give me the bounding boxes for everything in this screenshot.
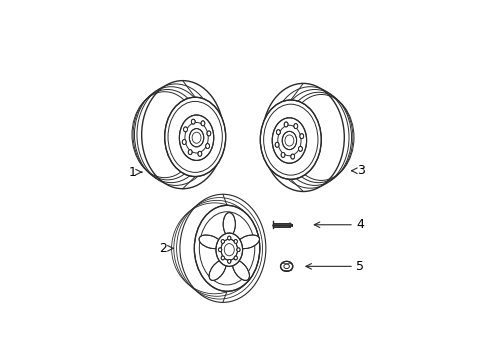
Ellipse shape xyxy=(284,122,287,127)
Ellipse shape xyxy=(201,121,204,126)
Ellipse shape xyxy=(205,144,209,149)
Ellipse shape xyxy=(237,235,259,249)
Ellipse shape xyxy=(260,100,321,179)
Ellipse shape xyxy=(199,235,221,249)
Text: 2: 2 xyxy=(159,242,167,255)
Ellipse shape xyxy=(182,140,186,144)
Ellipse shape xyxy=(221,239,237,260)
Ellipse shape xyxy=(221,256,224,260)
Ellipse shape xyxy=(216,233,242,266)
Ellipse shape xyxy=(189,129,203,147)
Ellipse shape xyxy=(272,118,306,163)
Ellipse shape xyxy=(232,260,249,280)
Ellipse shape xyxy=(227,236,230,240)
Text: 5: 5 xyxy=(355,260,364,273)
Ellipse shape xyxy=(164,97,225,176)
Ellipse shape xyxy=(206,131,210,136)
Ellipse shape xyxy=(223,212,235,236)
Ellipse shape xyxy=(183,127,187,132)
Ellipse shape xyxy=(209,260,225,280)
Ellipse shape xyxy=(281,152,285,157)
Text: 4: 4 xyxy=(355,218,363,231)
Ellipse shape xyxy=(179,115,213,161)
Ellipse shape xyxy=(234,256,237,260)
Ellipse shape xyxy=(290,154,294,159)
Ellipse shape xyxy=(198,151,202,156)
Text: 1: 1 xyxy=(129,166,137,179)
Text: 3: 3 xyxy=(357,164,365,177)
Ellipse shape xyxy=(188,150,192,155)
Ellipse shape xyxy=(218,248,222,252)
Ellipse shape xyxy=(234,239,237,243)
Ellipse shape xyxy=(227,260,230,263)
Ellipse shape xyxy=(221,239,224,243)
Ellipse shape xyxy=(236,248,240,252)
Ellipse shape xyxy=(299,134,303,139)
Ellipse shape xyxy=(280,261,292,271)
Ellipse shape xyxy=(276,130,280,135)
Ellipse shape xyxy=(293,123,297,129)
Ellipse shape xyxy=(282,131,296,150)
Ellipse shape xyxy=(298,146,302,151)
Ellipse shape xyxy=(191,119,195,124)
Ellipse shape xyxy=(275,142,279,147)
Ellipse shape xyxy=(194,205,259,291)
